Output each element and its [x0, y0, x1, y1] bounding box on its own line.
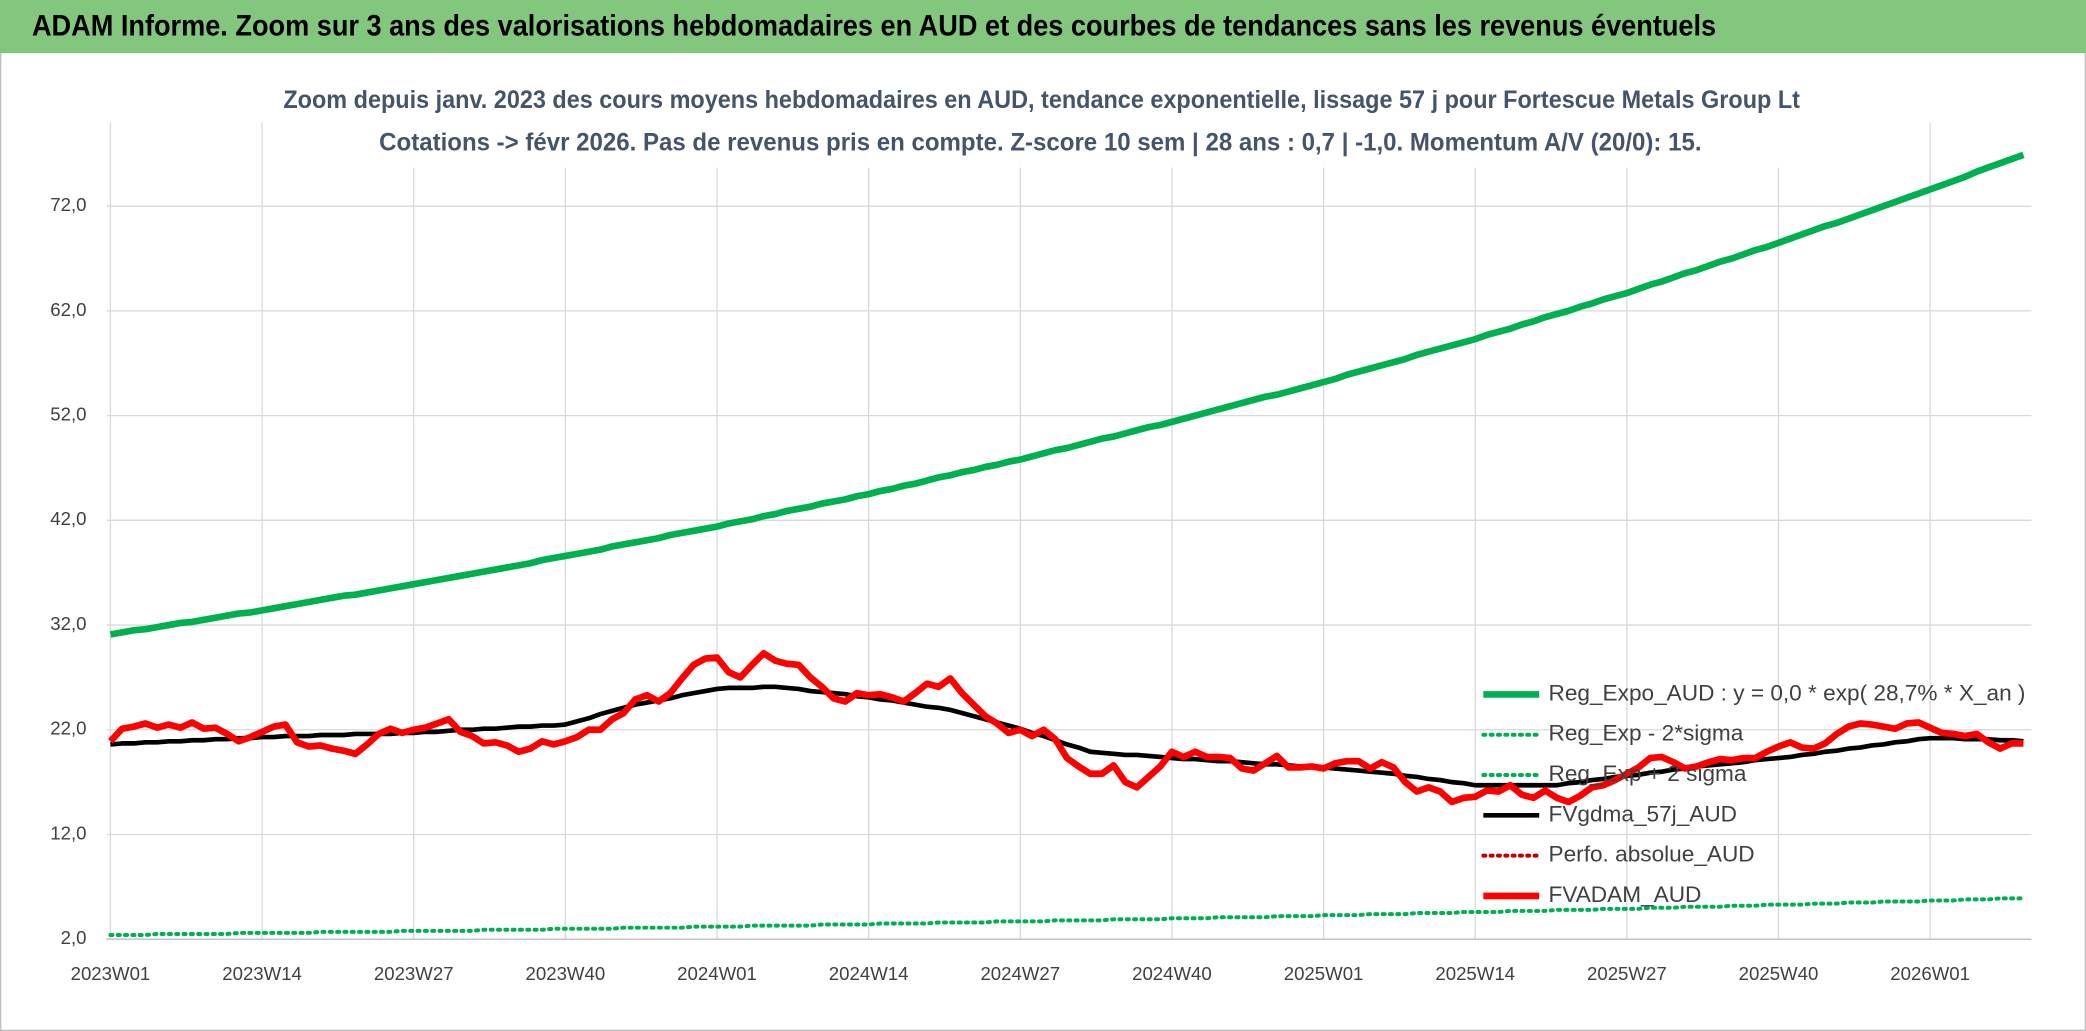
plot-area: 2,0 12,0 22,0 32,0 42,0 52,0 62,0 72,0 2023W01 20…: [50, 122, 2032, 984]
y-tick-label: 32,0: [50, 613, 86, 634]
y-tick-label: 12,0: [50, 822, 86, 843]
x-tick-label: 2026W01: [1890, 963, 1970, 984]
legend-label: Reg_Exp + 2 sigma: [1549, 761, 1747, 786]
x-tick-label: 2023W14: [222, 963, 302, 984]
header-title: ADAM Informe. Zoom sur 3 ans des valoris…: [32, 11, 1716, 43]
y-tick-label: 42,0: [50, 508, 86, 529]
legend-label: Reg_Expo_AUD : y = 0,0 * exp( 28,7% * X_…: [1549, 680, 2026, 705]
x-tick-label: 2025W27: [1587, 963, 1667, 984]
series-line: [109, 151, 2025, 638]
chart-subtitle: Cotations -> févr 2026. Pas de revenus p…: [379, 128, 1701, 156]
legend-label: Reg_Exp - 2*sigma: [1549, 721, 1744, 746]
x-tick-label: 2024W27: [980, 963, 1060, 984]
x-tick-label: 2025W01: [1284, 963, 1364, 984]
legend-label: Perfo. absolue_AUD: [1549, 842, 1755, 867]
y-tick-label: 72,0: [50, 194, 86, 215]
x-tick-label: 2025W40: [1739, 963, 1819, 984]
title-backdrop: [275, 77, 1806, 168]
x-tick-label: 2025W14: [1435, 963, 1515, 984]
series-line: [108, 896, 2026, 938]
series-line: [108, 649, 2024, 806]
x-tick-label: 2023W01: [71, 963, 151, 984]
header-banner: [0, 0, 2086, 54]
y-tick-label: 2,0: [61, 927, 87, 948]
y-tick-label: 52,0: [50, 404, 86, 425]
legend-label: FVADAM_AUD: [1549, 882, 1702, 907]
chart-title: Zoom depuis janv. 2023 des cours moyens …: [283, 86, 1800, 114]
x-tick-label: 2024W14: [829, 963, 909, 984]
x-tick-label: 2024W40: [1132, 963, 1212, 984]
x-tick-label: 2023W40: [526, 963, 606, 984]
y-tick-label: 22,0: [50, 718, 86, 739]
y-tick-label: 62,0: [50, 299, 86, 320]
legend-label: FVgdma_57j_AUD: [1549, 801, 1738, 826]
legend: Reg_Expo_AUD : y = 0,0 * exp( 28,7% * X_…: [1481, 680, 2026, 907]
x-tick-label: 2023W27: [374, 963, 454, 984]
x-tick-label: 2024W01: [677, 963, 757, 984]
